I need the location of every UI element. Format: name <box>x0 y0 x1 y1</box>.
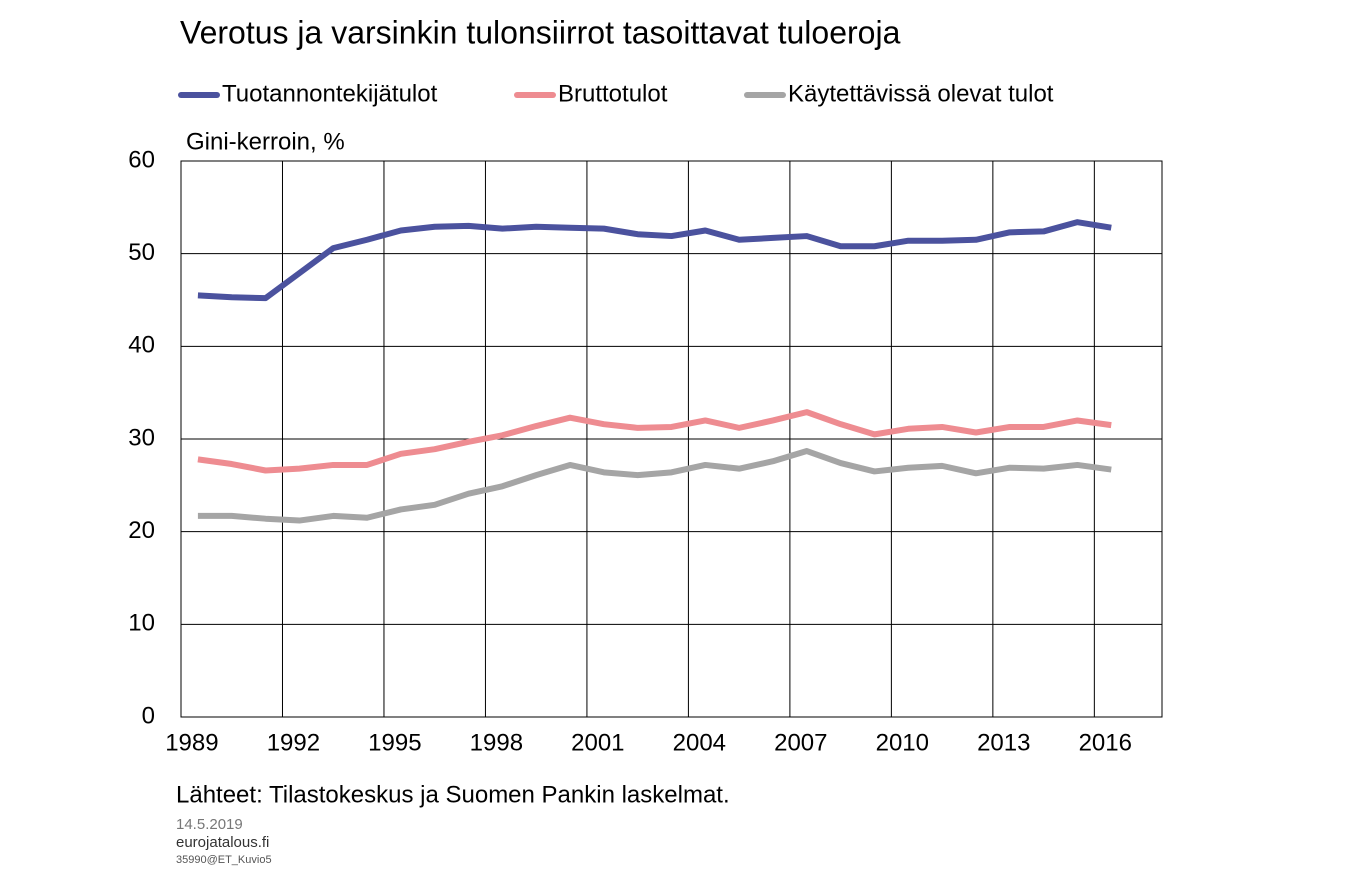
y-tick-label: 0 <box>142 702 155 729</box>
x-tick-label: 2001 <box>571 729 624 756</box>
data-line <box>197 448 1112 524</box>
y-tick-label: 50 <box>128 239 155 266</box>
x-tick-label: 1989 <box>165 729 218 756</box>
y-tick-label: 40 <box>128 332 155 359</box>
x-tick-label: 1998 <box>470 729 523 756</box>
chart-title: Verotus ja varsinkin tulonsiirrot tasoit… <box>180 14 901 50</box>
legend-label: Tuotannontekijätulot <box>222 80 438 107</box>
y-tick-label: 30 <box>128 424 155 451</box>
x-tick-label: 1995 <box>368 729 421 756</box>
y-tick-label: 60 <box>128 146 155 173</box>
x-tick-label: 2016 <box>1079 729 1132 756</box>
x-tick-label: 2013 <box>977 729 1030 756</box>
y-axis-label: Gini-kerroin, % <box>186 128 345 155</box>
x-tick-label: 1992 <box>267 729 320 756</box>
legend-label: Käytettävissä olevat tulot <box>788 80 1054 107</box>
x-tick-label: 2004 <box>673 729 726 756</box>
source-note: Lähteet: Tilastokeskus ja Suomen Pankin … <box>176 781 730 808</box>
code-note: 35990@ET_Kuvio5 <box>176 854 272 866</box>
x-tick-label: 2010 <box>876 729 929 756</box>
data-line <box>197 409 1112 474</box>
site-note: eurojatalous.fi <box>176 834 269 851</box>
date-note: 14.5.2019 <box>176 816 243 833</box>
data-line <box>197 219 1112 302</box>
x-tick-label: 2007 <box>774 729 827 756</box>
y-tick-label: 20 <box>128 517 155 544</box>
y-tick-label: 10 <box>128 610 155 637</box>
legend-label: Bruttotulot <box>558 80 668 107</box>
plot-frame <box>180 160 1163 718</box>
